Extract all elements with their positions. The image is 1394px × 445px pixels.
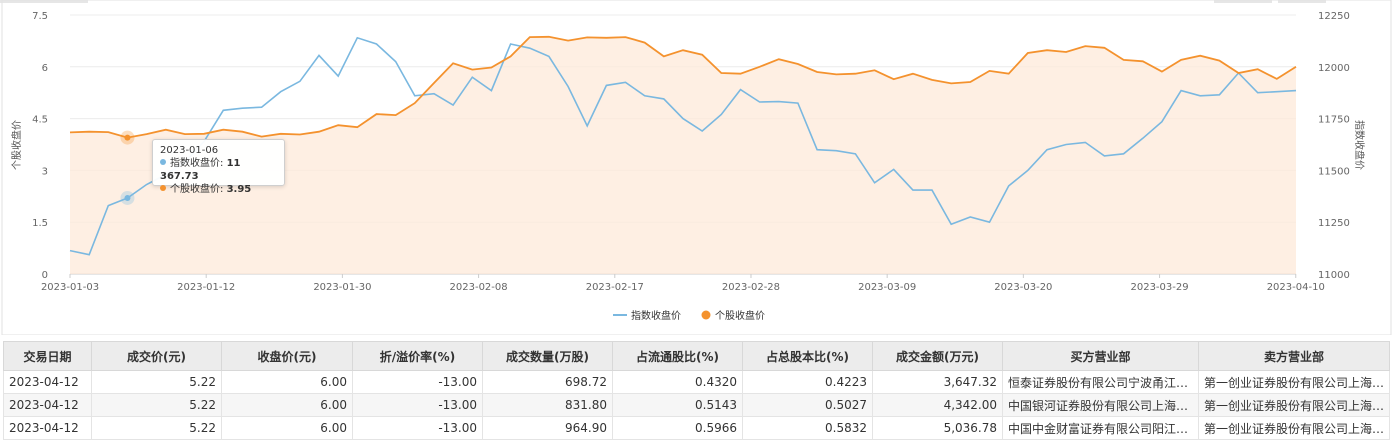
- y-right-tick: 11500: [1318, 166, 1350, 177]
- tooltip-date: 2023-01-06: [160, 145, 219, 156]
- x-tick-label: 2023-04-10: [1267, 282, 1325, 293]
- x-tick-label: 2023-02-08: [450, 282, 508, 293]
- chart-tooltip: 2023-01-06 指数收盘价: 11 367.73 个股收盘价: 3.95: [152, 139, 285, 195]
- legend-stock-swatch: [701, 310, 711, 320]
- tooltip-index-row: 指数收盘价: 11 367.73: [160, 157, 277, 183]
- x-tick-label: 2023-03-20: [994, 282, 1052, 293]
- x-tick-label: 2023-03-29: [1130, 282, 1188, 293]
- column-header: 买方营业部: [1002, 341, 1199, 371]
- column-header: 占流通股比(%): [612, 341, 743, 371]
- table-cell: 2023-04-12: [3, 416, 92, 440]
- tooltip-stock-value: 3.95: [226, 184, 252, 195]
- table-cell: 0.4320: [612, 370, 743, 394]
- x-tick-label: 2023-01-03: [41, 282, 99, 293]
- column-header: 占总股本比(%): [742, 341, 873, 371]
- x-tick-label: 2023-02-17: [586, 282, 644, 293]
- y-left-tick: 7.5: [32, 11, 48, 22]
- stock-hover-point: [124, 134, 131, 141]
- y-left-tick: 3: [42, 166, 48, 177]
- table-cell: 2023-04-12: [3, 370, 92, 394]
- table-cell: 0.5966: [612, 416, 743, 440]
- chart-frame: [1, 0, 1392, 335]
- column-header: 成交金额(万元): [872, 341, 1003, 371]
- tooltip-index-value: 11 367.73: [160, 158, 241, 182]
- table-cell: 0.5832: [742, 416, 873, 440]
- table-cell: 0.5143: [612, 393, 743, 417]
- y-right-tick: 12250: [1318, 11, 1350, 22]
- top-strip-right-b: [1278, 0, 1326, 3]
- legend-stock-label: 个股收盘价: [715, 309, 765, 322]
- x-tick-label: 2023-01-12: [177, 282, 235, 293]
- table-cell: 698.72: [482, 370, 613, 394]
- column-header: 折/溢价率(%): [352, 341, 483, 371]
- table-row: 2023-04-12 5.22 6.00 -13.00 831.80 0.5143 0.50…: [3, 393, 1390, 417]
- table-cell: 831.80: [482, 393, 613, 417]
- table-cell: 第一创业证券股份有限公司上海…: [1198, 393, 1390, 417]
- table-cell: -13.00: [352, 370, 483, 394]
- y-left-tick: 0: [42, 270, 48, 281]
- table-cell: -13.00: [352, 416, 483, 440]
- table-cell: 中国中金财富证券有限公司阳江盈…: [1002, 416, 1199, 440]
- table-cell: 中国银河证券股份有限公司上海黄…: [1002, 393, 1199, 417]
- y-right-tick: 11000: [1318, 270, 1350, 281]
- y-right-axis-title: 指数收盘价: [1353, 120, 1366, 170]
- table-cell: 2023-04-12: [3, 393, 92, 417]
- y-left-axis-title: 个股收盘价: [10, 120, 23, 170]
- block-trade-table: 交易日期 成交价(元) 收盘价(元) 折/溢价率(%) 成交数量(万股) 占流通股比(%)…: [3, 341, 1390, 440]
- table-cell: 6.00: [221, 416, 353, 440]
- table-cell: 964.90: [482, 416, 613, 440]
- index-line: [69, 36, 1297, 256]
- x-tick-label: 2023-02-28: [722, 282, 780, 293]
- table-cell: 0.4223: [742, 370, 873, 394]
- tooltip-stock-label: 个股收盘价:: [170, 184, 224, 195]
- tooltip-index-label: 指数收盘价:: [170, 158, 224, 169]
- x-tick-label: 2023-01-30: [313, 282, 371, 293]
- x-tick-label: 2023-03-09: [858, 282, 916, 293]
- table-cell: 5.22: [91, 393, 222, 417]
- column-header: 交易日期: [3, 341, 92, 371]
- top-strip-right-a: [1214, 0, 1272, 3]
- column-header: 卖方营业部: [1198, 341, 1390, 371]
- y-right-tick: 11750: [1318, 115, 1350, 126]
- table-cell: 6.00: [221, 370, 353, 394]
- column-header: 收盘价(元): [221, 341, 353, 371]
- stock-line: [69, 35, 1297, 139]
- price-chart: 7.5 6 4.5 3 1.5 0 12250 12000 11750 11500 11250 110…: [1, 0, 1392, 335]
- table-cell: 5.22: [91, 370, 222, 394]
- table-cell: -13.00: [352, 393, 483, 417]
- table-cell: 6.00: [221, 393, 353, 417]
- table-cell: 恒泰证券股份有限公司宁波甬江大…: [1002, 370, 1199, 394]
- tooltip-stock-row: 个股收盘价: 3.95: [160, 183, 277, 196]
- y-left-tick: 4.5: [32, 115, 48, 126]
- stock-area: [70, 36, 1296, 274]
- y-right-tick: 12000: [1318, 63, 1350, 74]
- index-hover-point: [124, 194, 131, 201]
- table-cell: 第一创业证券股份有限公司上海…: [1198, 370, 1390, 394]
- column-header: 成交价(元): [91, 341, 222, 371]
- legend-index-label: 指数收盘价: [631, 309, 681, 322]
- column-header: 成交数量(万股): [482, 341, 613, 371]
- table-cell: 3,647.32: [872, 370, 1003, 394]
- table-row: 2023-04-12 5.22 6.00 -13.00 964.90 0.5966 0.58…: [3, 416, 1390, 440]
- y-left-tick: 1.5: [32, 218, 48, 229]
- table-header-row: 交易日期 成交价(元) 收盘价(元) 折/溢价率(%) 成交数量(万股) 占流通股比(%)…: [3, 341, 1390, 371]
- table-cell: 4,342.00: [872, 393, 1003, 417]
- y-left-tick: 6: [42, 63, 48, 74]
- y-right-tick: 11250: [1318, 218, 1350, 229]
- top-strip-left: [0, 0, 88, 3]
- table-row: 2023-04-12 5.22 6.00 -13.00 698.72 0.4320 0.42…: [3, 370, 1390, 394]
- table-cell: 0.5027: [742, 393, 873, 417]
- table-cell: 第一创业证券股份有限公司上海…: [1198, 416, 1390, 440]
- table-cell: 5.22: [91, 416, 222, 440]
- table-cell: 5,036.78: [872, 416, 1003, 440]
